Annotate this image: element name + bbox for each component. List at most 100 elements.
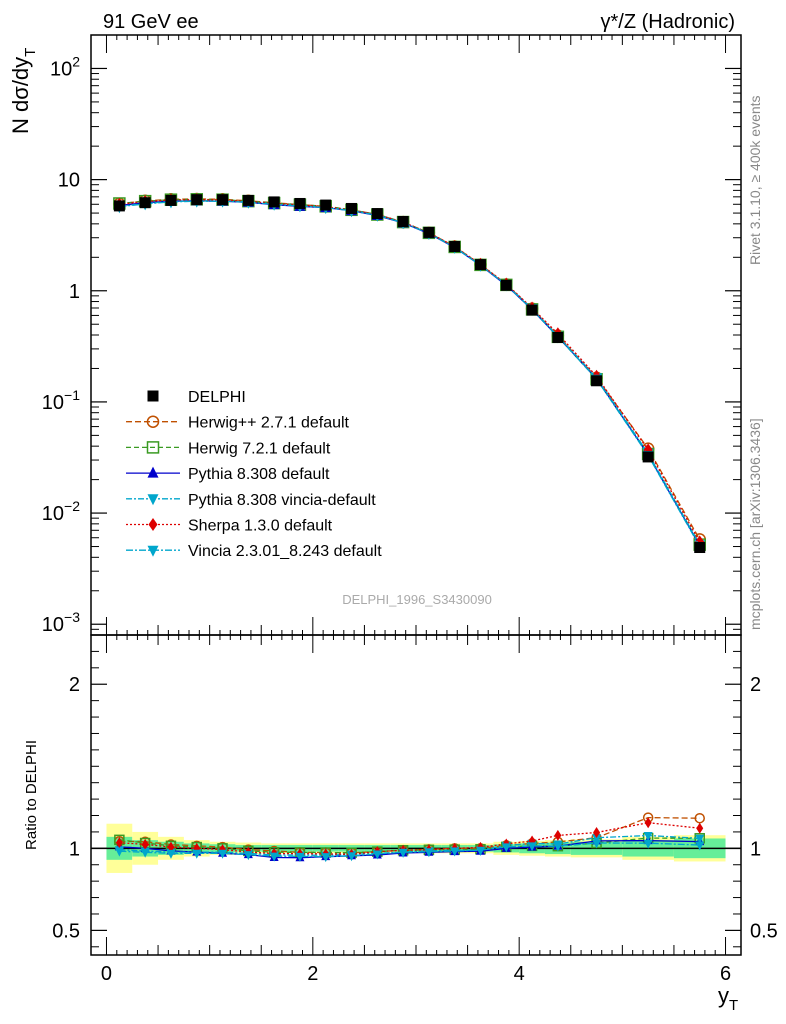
mcplots-label: mcplots.cern.ch [arXiv:1306.3436] — [747, 418, 763, 630]
x-tick-label: 6 — [720, 963, 731, 985]
marker-square — [474, 259, 486, 271]
marker-square — [217, 194, 229, 206]
ratio-y-tick-label-right: 0.5 — [750, 920, 778, 942]
series-line — [119, 199, 701, 543]
legend-entry: DELPHI — [188, 389, 246, 406]
legend-entry: Pythia 8.308 vincia-default — [188, 492, 376, 509]
marker-diamond — [115, 837, 123, 849]
legend-entry: Vincia 2.3.01_8.243 default — [188, 543, 382, 560]
marker-triangle-down — [147, 494, 159, 506]
marker-square — [371, 208, 383, 220]
legend-entry: Herwig++ 2.7.1 default — [188, 415, 350, 432]
x-tick-label: 0 — [101, 963, 112, 985]
marker-square — [147, 390, 159, 402]
marker-triangle-down — [147, 545, 159, 557]
marker-triangle-down — [527, 842, 537, 852]
marker-triangle-down — [347, 852, 357, 862]
marker-triangle-down — [166, 849, 176, 859]
marker-square — [552, 331, 564, 343]
marker-triangle-up — [147, 466, 159, 478]
marker-square — [449, 241, 461, 253]
marker-triangle-down — [218, 849, 228, 859]
ratio-y-tick-label: 1 — [69, 838, 80, 860]
series-line — [119, 200, 701, 545]
marker-triangle-down — [553, 842, 563, 852]
marker-triangle-down — [695, 841, 705, 851]
ratio-y-axis-label: Ratio to DELPHI — [23, 740, 40, 850]
marker-square — [165, 194, 177, 206]
marker-square — [642, 451, 654, 463]
ratio-y-tick-label-right: 1 — [750, 838, 761, 860]
marker-square — [191, 194, 203, 206]
marker-square — [423, 226, 435, 238]
marker-triangle-down — [501, 843, 511, 853]
marker-square — [397, 215, 409, 227]
marker-triangle-down — [192, 849, 202, 859]
marker-square — [694, 542, 706, 554]
legend: DELPHI Herwig++ 2.7.1 default Herwig 7.2.1… — [126, 389, 382, 560]
y-tick-label: 10−2 — [42, 498, 80, 525]
marker-triangle-down — [140, 848, 150, 858]
marker-triangle-down — [398, 848, 408, 858]
series-line — [119, 198, 701, 540]
y-tick-label: 10−1 — [42, 387, 80, 414]
y-tick-label: 102 — [50, 53, 80, 80]
marker-diamond — [141, 838, 149, 850]
axes-ticks: 10−3 10−2 10−1 1 10 102 0 2 4 6 0.5 0.5 1 1 2 2 — [42, 35, 778, 985]
y-tick-label: 10 — [58, 170, 80, 192]
x-tick-label: 2 — [307, 963, 318, 985]
marker-square — [320, 199, 332, 211]
y-tick-label: 10−3 — [42, 609, 80, 636]
marker-triangle-down — [424, 848, 434, 858]
marker-square — [500, 279, 512, 291]
legend-entry: Herwig 7.2.1 default — [188, 440, 331, 457]
legend-entry: Pythia 8.308 default — [188, 466, 330, 483]
ratio-series-line — [119, 816, 700, 854]
marker-diamond — [696, 822, 704, 834]
x-axis-label: yT — [718, 983, 738, 1014]
ratio-series-line — [119, 834, 700, 856]
marker-square — [242, 194, 254, 206]
marker-triangle-down — [643, 832, 653, 842]
marker-diamond — [554, 829, 562, 841]
marker-triangle-down — [321, 853, 331, 863]
ratio-y-tick-label: 0.5 — [52, 920, 80, 942]
marker-open-circle — [146, 415, 160, 428]
marker-diamond — [593, 826, 601, 838]
marker-triangle-down — [295, 852, 305, 862]
ratio-series-line — [119, 842, 700, 858]
marker-triangle-down — [372, 850, 382, 860]
y-axis-label: N dσ/dyT — [8, 48, 39, 134]
marker-square — [526, 304, 538, 316]
rivet-label: Rivet 3.1.10, ≥ 400k events — [747, 95, 763, 265]
marker-triangle-down — [695, 834, 705, 844]
marker-triangle-down — [114, 847, 124, 857]
marker-square — [268, 196, 280, 208]
data-points — [113, 194, 706, 554]
marker-triangle-down — [243, 851, 253, 861]
x-tick-label: 4 — [514, 963, 525, 985]
marker-triangle-down — [643, 839, 653, 849]
marker-diamond — [644, 817, 652, 829]
marker-triangle-down — [450, 847, 460, 857]
marker-diamond — [167, 841, 175, 853]
marker-square — [113, 200, 125, 212]
y-tick-label: 1 — [69, 281, 80, 303]
ratio-y-tick-label: 2 — [69, 674, 80, 696]
marker-triangle-down — [269, 852, 279, 862]
marker-triangle-down — [592, 834, 602, 844]
marker-square — [346, 202, 358, 214]
marker-square — [591, 375, 603, 387]
marker-open-circle — [694, 812, 705, 824]
marker-open-square — [146, 441, 160, 454]
ratio-frame — [90, 634, 742, 956]
right-title: γ*/Z (Hadronic) — [601, 11, 735, 33]
marker-square — [294, 197, 306, 209]
marker-diamond — [148, 518, 158, 531]
analysis-watermark: DELPHI_1996_S3430090 — [342, 592, 492, 607]
legend-entry: Sherpa 1.3.0 default — [188, 518, 333, 535]
marker-triangle-down — [475, 846, 485, 856]
left-title: 91 GeV ee — [103, 11, 199, 33]
marker-square — [139, 197, 151, 209]
